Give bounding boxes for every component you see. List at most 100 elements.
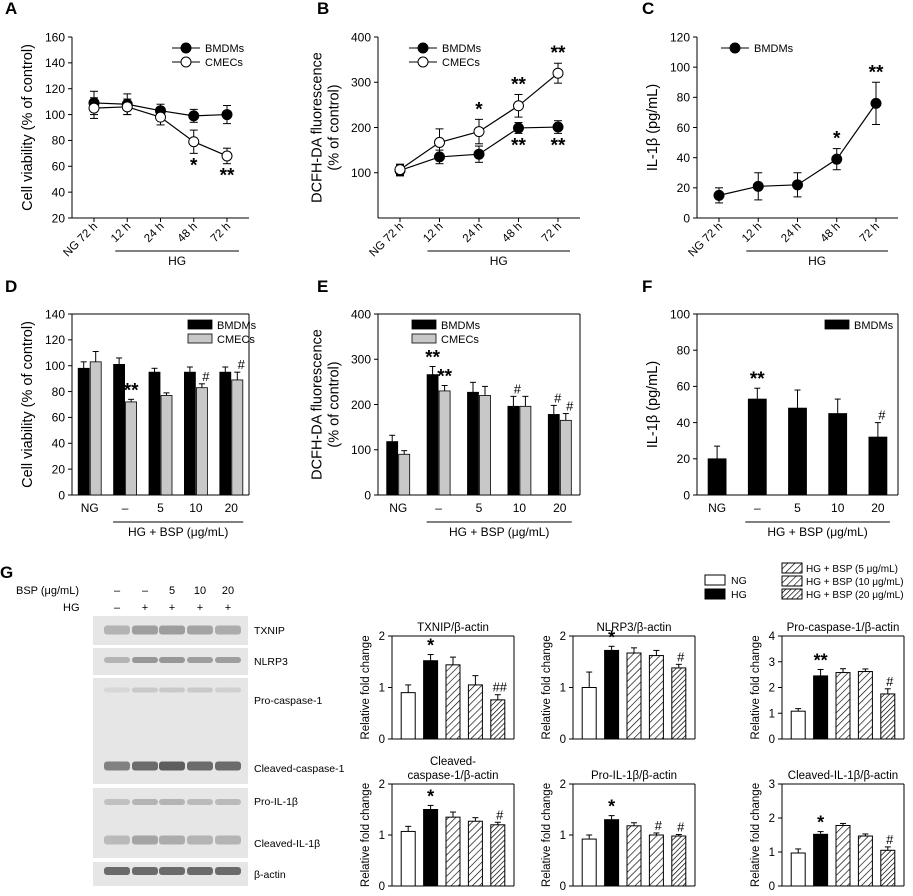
bar — [835, 672, 851, 740]
blot-band — [159, 835, 185, 845]
y-tick-label: 4 — [769, 631, 776, 643]
x-tick-label: 48 h — [500, 221, 524, 245]
y-tick-label: 1 — [560, 830, 566, 842]
data-point-bmdms — [188, 110, 200, 122]
legend-label: BMDMs — [854, 320, 894, 332]
bar-cmecs — [160, 395, 173, 496]
legend-swatch — [824, 319, 850, 330]
x-tick-label: NG — [708, 501, 726, 515]
y-tick-label: 200 — [351, 398, 371, 412]
lane-label-bsp: 20 — [222, 585, 234, 597]
y-tick-label: 1 — [769, 847, 775, 859]
chart-panel-a: A 20 40 60 80 100 120 140 160 Cell viability (% o… — [5, 0, 249, 268]
significance-star: ** — [869, 62, 884, 83]
data-point-cmecs — [121, 101, 133, 113]
chart-title: Pro-caspase-1/β-actin — [787, 622, 900, 634]
legend-swatch-bsp5 — [781, 562, 803, 574]
bar-bmdms — [219, 371, 232, 496]
significance-hash: # — [677, 649, 685, 664]
y-axis-label: IL-1β (pg/mL) — [645, 361, 661, 448]
legend-label: BMDMs — [217, 320, 257, 332]
western-blot-panel: G BSP (μg/mL) HG – – 5 10 20 – + + + + TXNIP NLRP… — [0, 563, 345, 886]
data-point-bmdms — [713, 189, 725, 201]
legend-label: CMECs — [441, 334, 479, 346]
legend-label-bsp5: HG + BSP (5 μg/mL) — [806, 564, 898, 575]
chart-title: caspase-1/β-actin — [408, 770, 499, 782]
y-tick-label: 120 — [670, 30, 690, 44]
x-tick-label: 5 — [476, 501, 483, 515]
y-tick-label: 200 — [351, 121, 371, 135]
y-tick-label: 300 — [351, 353, 371, 367]
bar — [423, 660, 439, 740]
panel-label-g: G — [0, 563, 13, 582]
legend-swatch-hg — [704, 588, 726, 600]
bar-bmdms — [747, 398, 767, 496]
significance-hash: # — [886, 674, 894, 689]
significance-star: * — [427, 636, 434, 656]
bar-bmdms — [426, 374, 439, 496]
bar-bmdms — [386, 441, 399, 496]
blot-band — [132, 625, 158, 635]
y-axis-label: Relative fold change — [360, 635, 372, 739]
x-tick-label: – — [754, 501, 761, 515]
lane-label-hg: + — [169, 602, 175, 614]
significance-star: ** — [511, 135, 526, 156]
blot-band — [187, 657, 213, 663]
significance-hash: # — [554, 390, 562, 405]
blot-band — [132, 687, 158, 693]
x-tick-label: 48 h — [819, 221, 843, 245]
panel-g-legend: NG HG HG + BSP (5 μg/mL) HG + BSP (10 μg… — [704, 562, 904, 601]
bar — [626, 825, 642, 887]
blot-band — [159, 761, 185, 771]
bar-bmdms — [113, 364, 125, 496]
lane-label-hg: + — [197, 602, 203, 614]
panel-label: B — [317, 0, 329, 18]
blot-band — [159, 625, 185, 635]
bar — [880, 849, 896, 887]
blot-band — [104, 835, 130, 845]
x-tick-label: NG 72 h — [61, 221, 100, 260]
significance-hash: # — [655, 818, 663, 833]
chart-title: NLRP3/β-actin — [596, 622, 671, 634]
significance-star: * — [833, 129, 841, 150]
y-tick-label: 80 — [677, 344, 691, 358]
blot-band — [187, 835, 213, 845]
y-axis-label: DCFH-DA fluorescence — [310, 329, 326, 480]
y-tick-label: 400 — [351, 307, 371, 321]
y-tick-label: 0 — [379, 881, 385, 893]
blot-band — [159, 657, 185, 663]
significance-star: ** — [750, 369, 765, 390]
y-tick-label: 80 — [52, 385, 66, 399]
blot-band — [215, 799, 241, 805]
legend-marker — [180, 56, 192, 68]
chart-g2: 0 1 2 Relative fold change NLRP3/β-actin* # — [541, 622, 696, 746]
significance-star: ** — [437, 366, 452, 387]
legend-label-bsp20: HG + BSP (20 μg/mL) — [806, 590, 904, 601]
y-tick-label: 100 — [45, 108, 65, 122]
data-point-bmdms — [752, 180, 764, 192]
panel-label: D — [5, 277, 17, 296]
bar-bmdms — [547, 414, 560, 496]
y-tick-label: 1 — [560, 683, 566, 695]
legend-label: CMECs — [442, 57, 480, 69]
y-tick-label: 0 — [364, 488, 371, 502]
bar — [581, 687, 597, 740]
y-tick-label: 80 — [52, 134, 66, 148]
x-tick-label: 10 — [513, 501, 527, 515]
data-point-cmecs — [188, 136, 200, 148]
group-label: HG + BSP (μg/mL) — [128, 525, 228, 539]
y-tick-label: 1 — [379, 683, 385, 695]
bar-cmecs — [398, 453, 411, 496]
bar-bmdms — [707, 458, 727, 496]
legend-marker — [417, 56, 429, 68]
bar-bmdms — [868, 436, 888, 496]
y-tick-label: 0 — [683, 211, 690, 225]
bar — [445, 664, 461, 740]
chart-title: TXNIP/β-actin — [417, 622, 489, 634]
x-tick-label: 72 h — [209, 221, 233, 245]
x-tick-label: 10 — [831, 501, 845, 515]
x-tick-label: 5 — [157, 501, 164, 515]
blot-band — [132, 761, 158, 771]
y-tick-label: 0 — [769, 734, 775, 746]
